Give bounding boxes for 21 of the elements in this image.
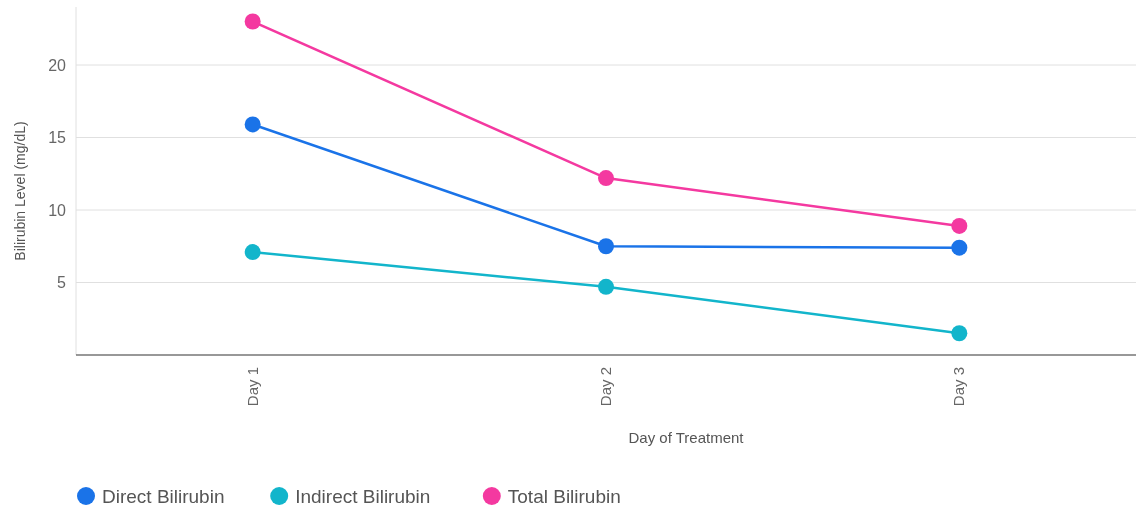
point	[244, 244, 261, 261]
point	[951, 217, 968, 234]
point	[244, 116, 261, 133]
x-tick-label: Day 2	[597, 367, 614, 407]
y-tick-label: 15	[48, 129, 67, 147]
y-tick-label: 10	[48, 201, 67, 219]
y-tick-label: 5	[57, 274, 67, 292]
point	[244, 13, 261, 30]
x-tick-label: Day 1	[243, 367, 261, 407]
x-axis-title: Day of Treatment	[628, 429, 745, 446]
point	[951, 239, 968, 256]
point	[598, 278, 614, 295]
point	[951, 325, 968, 342]
x-tick-label: Day 3	[950, 367, 968, 407]
legend-label: Indirect Bilirubin	[295, 485, 431, 507]
legend-label: Total Bilirubin	[507, 485, 621, 507]
legend-label: Direct Bilirubin	[102, 485, 225, 507]
point	[598, 238, 614, 255]
y-axis-title: Bilirubin Level (mg/dL)	[12, 121, 28, 261]
point	[598, 170, 614, 187]
y-tick-label: 20	[48, 56, 67, 74]
